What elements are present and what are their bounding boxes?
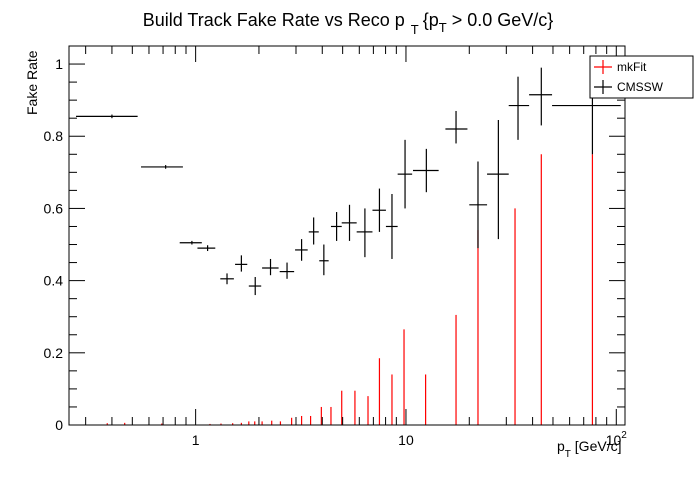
- legend-box: [589, 55, 694, 99]
- cmssw-point-9: [295, 239, 308, 261]
- legend-entry-0: mkFit: [594, 60, 647, 74]
- cmssw-point-1: [141, 165, 183, 169]
- cmssw-point-19: [445, 110, 468, 144]
- cmssw-point-0: [76, 114, 138, 119]
- cmssw-point-3: [197, 245, 216, 252]
- cmssw-point-4: [220, 273, 234, 285]
- cmssw-point-8: [279, 262, 295, 279]
- cmssw-point-14: [356, 208, 373, 258]
- x-tick-label-0: 1: [192, 432, 200, 448]
- y-tick-label-3: 0.6: [44, 200, 64, 216]
- cmssw-point-13: [341, 204, 357, 241]
- cmssw-point-20: [469, 161, 488, 249]
- x-axis-label-main: p: [557, 438, 565, 454]
- title-brace: {p: [423, 10, 439, 30]
- cmssw-point-7: [262, 258, 279, 276]
- y-tick-label-1: 0.2: [44, 345, 64, 361]
- y-tick-label-2: 0.4: [44, 273, 64, 289]
- legend-label-1: CMSSW: [617, 80, 664, 94]
- cmssw-point-22: [508, 76, 530, 140]
- cmssw-point-18: [412, 148, 439, 193]
- cmssw-point-16: [385, 193, 398, 259]
- legend-entry-1: CMSSW: [594, 80, 664, 94]
- cmssw-point-17: [397, 139, 413, 209]
- plot-frame: [68, 45, 626, 426]
- cmssw-point-10: [308, 217, 319, 245]
- x-axis-label: pT [GeV/c]: [557, 438, 621, 460]
- title-main: Build Track Fake Rate vs Reco p: [143, 10, 405, 30]
- x-tick-label-2: 102: [606, 430, 628, 448]
- y-tick-label-5: 1: [55, 56, 63, 72]
- plot-area: [76, 56, 621, 425]
- x-tick-label-1: 10: [398, 432, 414, 448]
- cmssw-point-23: [529, 67, 553, 126]
- legend-label-0: mkFit: [617, 60, 647, 74]
- title-sub-2: T: [439, 20, 447, 35]
- axes: 0 0.2 0.4 0.6 0.8 1 1 10 102: [44, 45, 628, 448]
- x-axis-label-unit: [GeV/c]: [571, 438, 622, 454]
- title-sub-1: T: [411, 22, 419, 37]
- cmssw-point-2: [179, 240, 202, 245]
- cmssw-point-12: [330, 212, 342, 241]
- cmssw-point-5: [235, 255, 248, 272]
- y-tick-label-0: 0: [55, 417, 63, 433]
- cmssw-point-21: [487, 119, 509, 240]
- y-axis-label: Fake Rate: [24, 50, 40, 115]
- x-axis-label-sub: T: [565, 449, 571, 460]
- y-tick-label-4: 0.8: [44, 128, 64, 144]
- chart-title: Build Track Fake Rate vs Reco p T {pT > 0.…: [143, 10, 554, 37]
- title-tail: > 0.0 GeV/c}: [447, 10, 554, 30]
- cmssw-point-15: [372, 188, 386, 232]
- legend: mkFit CMSSW: [589, 55, 694, 99]
- cmssw-point-6: [248, 277, 262, 296]
- cmssw-point-11: [319, 244, 329, 276]
